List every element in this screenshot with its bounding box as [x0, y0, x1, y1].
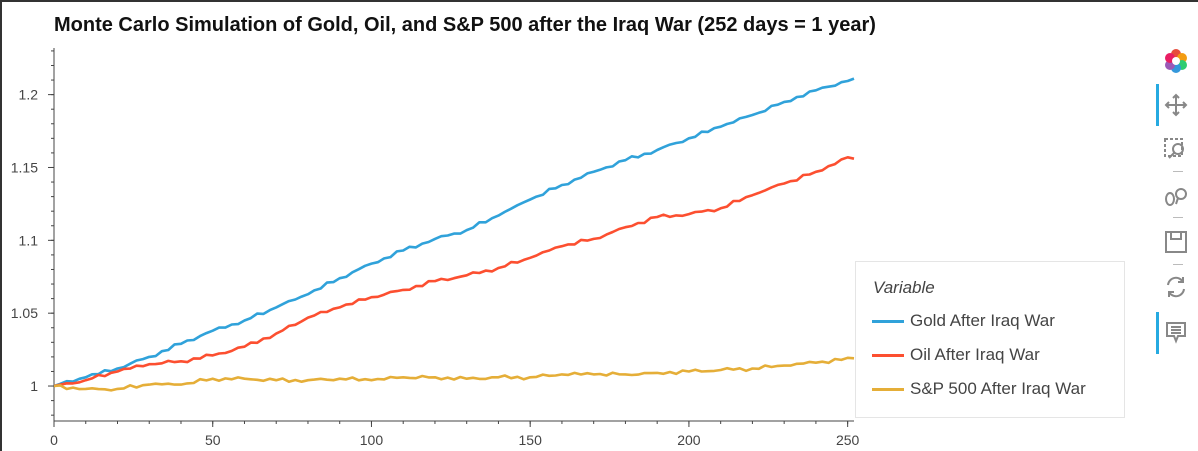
- bokeh-logo-icon[interactable]: [1156, 46, 1196, 76]
- box-zoom-icon[interactable]: [1156, 134, 1196, 164]
- legend-swatch-sp500: [872, 387, 904, 391]
- legend-label-gold: Gold After Iraq War: [910, 311, 1055, 330]
- reset-icon[interactable]: [1156, 272, 1196, 302]
- series-line-oil: [54, 156, 855, 388]
- x-tick-label: 100: [360, 432, 384, 448]
- x-tick-label: 200: [677, 432, 701, 448]
- x-tick-label: 50: [205, 432, 221, 448]
- pan-active-indicator: [1156, 84, 1159, 126]
- legend-item-gold[interactable]: Gold After Iraq War: [872, 310, 1055, 332]
- legend-item-sp500[interactable]: S&P 500 After Iraq War: [872, 378, 1086, 400]
- save-icon[interactable]: [1156, 227, 1196, 257]
- toolbar-separator: [1173, 171, 1183, 172]
- y-tick-label: 1.15: [11, 159, 38, 175]
- series-line-gold: [54, 77, 855, 388]
- frame-left-border: [0, 0, 2, 451]
- series-line-sp500: [54, 356, 855, 392]
- ticks: 0 50 100 150 200 250 1 1.05 1.1 1.15 1.2: [11, 50, 860, 448]
- x-tick-label: 250: [836, 432, 860, 448]
- legend-swatch-oil: [872, 353, 904, 357]
- toolbar-separator: [1173, 264, 1183, 265]
- toolbar: [1156, 40, 1196, 370]
- legend: Variable Gold After Iraq War Oil After I…: [855, 261, 1125, 418]
- x-tick-label: 0: [50, 432, 58, 448]
- legend-item-oil[interactable]: Oil After Iraq War: [872, 344, 1040, 366]
- series-lines: [54, 77, 855, 392]
- wheel-zoom-icon[interactable]: [1156, 182, 1196, 212]
- hover-active-indicator: [1156, 312, 1159, 354]
- x-tick-label: 150: [519, 432, 543, 448]
- y-tick-label: 1.1: [19, 232, 39, 248]
- legend-swatch-gold: [872, 319, 904, 323]
- y-tick-label: 1: [30, 378, 38, 394]
- chart-title: Monte Carlo Simulation of Gold, Oil, and…: [54, 14, 876, 36]
- frame-top-border: [0, 0, 1198, 2]
- y-tick-label: 1.05: [11, 305, 38, 321]
- legend-title: Variable: [873, 278, 935, 297]
- legend-label-oil: Oil After Iraq War: [910, 345, 1040, 364]
- y-tick-label: 1.2: [19, 87, 39, 103]
- legend-label-sp500: S&P 500 After Iraq War: [910, 379, 1086, 398]
- toolbar-separator: [1173, 217, 1183, 218]
- hover-icon[interactable]: [1156, 318, 1196, 348]
- pan-icon[interactable]: [1156, 90, 1196, 120]
